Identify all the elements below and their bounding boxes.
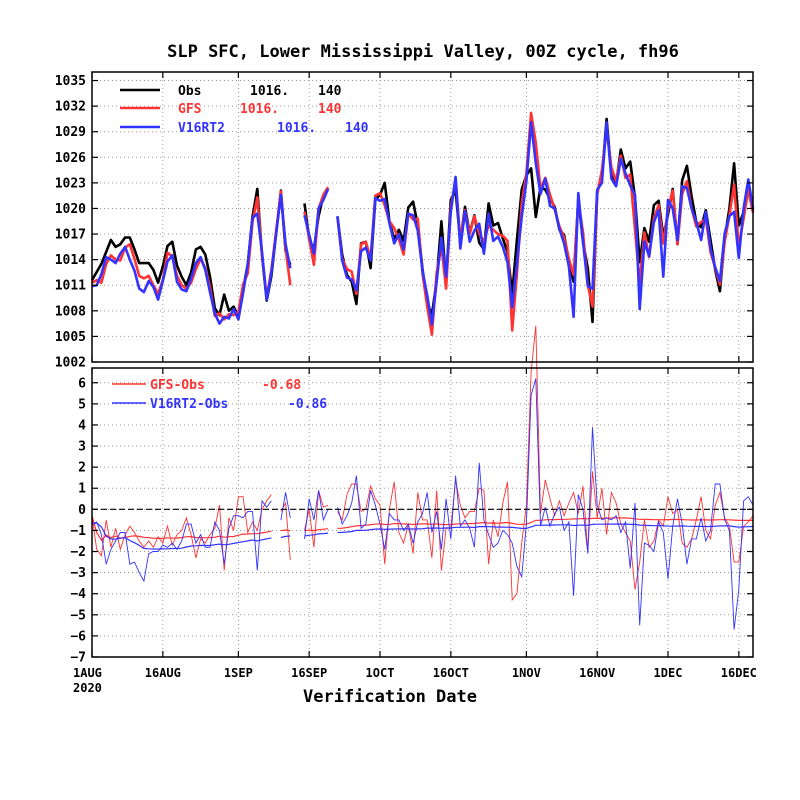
y-tick-label: 1005 <box>55 330 86 345</box>
series-v16rt2-line <box>91 121 755 326</box>
x-tick-label: 1NOV <box>512 666 541 680</box>
y-tick-label: 6 <box>78 376 86 391</box>
x-year-label: 2020 <box>73 681 102 695</box>
x-tick-label: 16SEP <box>291 666 327 680</box>
x-tick-label: 16NOV <box>579 666 615 680</box>
legend-v16-mean: 1016. <box>277 121 316 136</box>
y-tick-label: 1020 <box>55 202 86 217</box>
y-tick-label: 1017 <box>55 228 86 243</box>
legend-v16-count: 140 <box>345 121 369 136</box>
y-tick-label: −5 <box>70 608 86 623</box>
legend-obs-label: Obs <box>178 84 201 99</box>
bottom-panel-series <box>91 325 754 630</box>
legend-gfs-mean: 1016. <box>240 102 279 117</box>
bottom-panel-frame <box>91 367 754 658</box>
x-tick-label: 1OCT <box>366 666 395 680</box>
x-axis: 1AUG 16AUG 1SEP 16SEP 1OCT 16OCT 1NOV 16NOV 1DEC… <box>73 72 757 680</box>
y-tick-label: −1 <box>70 524 86 539</box>
y-tick-label: −2 <box>70 545 86 560</box>
y-tick-label: 5 <box>78 397 86 412</box>
series-gfs-obs-running-mean <box>91 515 753 542</box>
y-tick-label: 1035 <box>55 74 86 89</box>
y-tick-label: 1023 <box>55 176 86 191</box>
x-tick-label: 1DEC <box>654 666 683 680</box>
y-tick-label: 2 <box>78 461 86 476</box>
series-v16rt2-obs-line <box>91 378 754 630</box>
y-tick-label: 1029 <box>55 125 86 140</box>
y-tick-label: 1014 <box>55 253 86 268</box>
y-tick-label: 0 <box>78 503 86 518</box>
y-tick-label: −7 <box>70 651 86 666</box>
legend-gfs-count: 140 <box>318 102 342 117</box>
legend-gfs-obs-label: GFS-Obs <box>150 378 205 393</box>
legend-obs-mean: 1016. <box>250 84 289 99</box>
bottom-legend: GFS-Obs -0.68 V16RT2-Obs -0.86 <box>112 378 327 412</box>
y-tick-label: 1008 <box>55 304 86 319</box>
x-axis-label: Verification Date <box>303 687 477 707</box>
legend-gfs-obs-mean: -0.68 <box>262 378 301 393</box>
y-tick-label: 1 <box>78 482 86 497</box>
y-tick-label: 4 <box>78 418 86 433</box>
bottom-panel-y-axis: −7 −6 −5 −4 −3 −2 −1 0 1 2 3 4 5 6 <box>70 376 753 666</box>
x-tick-label: 1AUG <box>73 666 102 680</box>
series-gfs-obs-line <box>91 325 754 602</box>
y-tick-label: 1002 <box>55 356 86 371</box>
y-tick-label: 1011 <box>55 279 86 294</box>
x-tick-label: 16AUG <box>145 666 181 680</box>
x-tick-label: 16DEC <box>721 666 757 680</box>
x-tick-label: 16OCT <box>433 666 469 680</box>
x-tick-label: 1SEP <box>224 666 253 680</box>
top-legend: Obs 1016. 140 GFS 1016. 140 V16RT2 1016.… <box>120 84 369 136</box>
y-tick-label: −3 <box>70 566 86 581</box>
y-tick-label: 3 <box>78 440 86 455</box>
y-tick-label: 1026 <box>55 151 86 166</box>
legend-v16-label: V16RT2 <box>178 121 225 136</box>
legend-v16-obs-mean: -0.86 <box>288 397 327 412</box>
y-tick-label: −4 <box>70 587 86 602</box>
y-tick-label: −6 <box>70 629 86 644</box>
legend-gfs-label: GFS <box>178 102 202 117</box>
top-panel-series <box>90 111 755 336</box>
y-tick-label: 1032 <box>55 100 86 115</box>
top-panel-frame <box>91 71 754 363</box>
series-v16rt2-obs-running-mean <box>91 522 754 550</box>
top-panel-y-axis: 1002 1005 1008 1011 1014 1017 1020 1023 1026 1029… <box>55 74 753 371</box>
legend-v16-obs-label: V16RT2-Obs <box>150 397 228 412</box>
chart-title: SLP SFC, Lower Mississippi Valley, 00Z c… <box>167 42 679 62</box>
legend-obs-count: 140 <box>318 84 342 99</box>
